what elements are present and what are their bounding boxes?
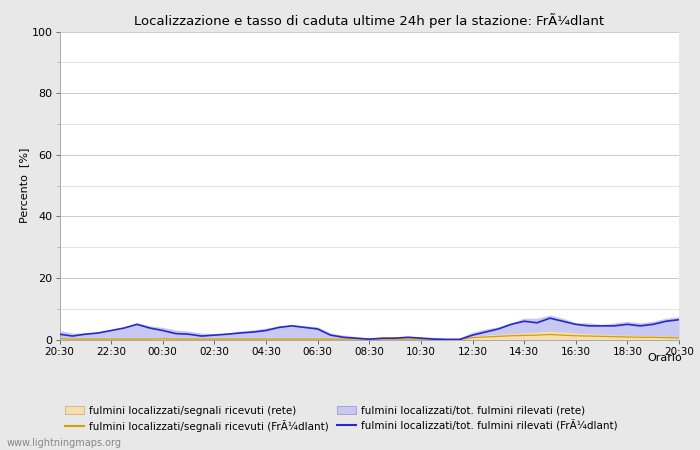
Text: Orario: Orario: [648, 353, 682, 363]
Title: Localizzazione e tasso di caduta ultime 24h per la stazione: FrÃ¼dlant: Localizzazione e tasso di caduta ultime …: [134, 13, 604, 27]
Legend: fulmini localizzati/segnali ricevuti (rete), fulmini localizzati/segnali ricevut: fulmini localizzati/segnali ricevuti (re…: [61, 401, 622, 436]
Y-axis label: Percento  [%]: Percento [%]: [19, 148, 29, 223]
Text: www.lightningmaps.org: www.lightningmaps.org: [7, 438, 122, 448]
